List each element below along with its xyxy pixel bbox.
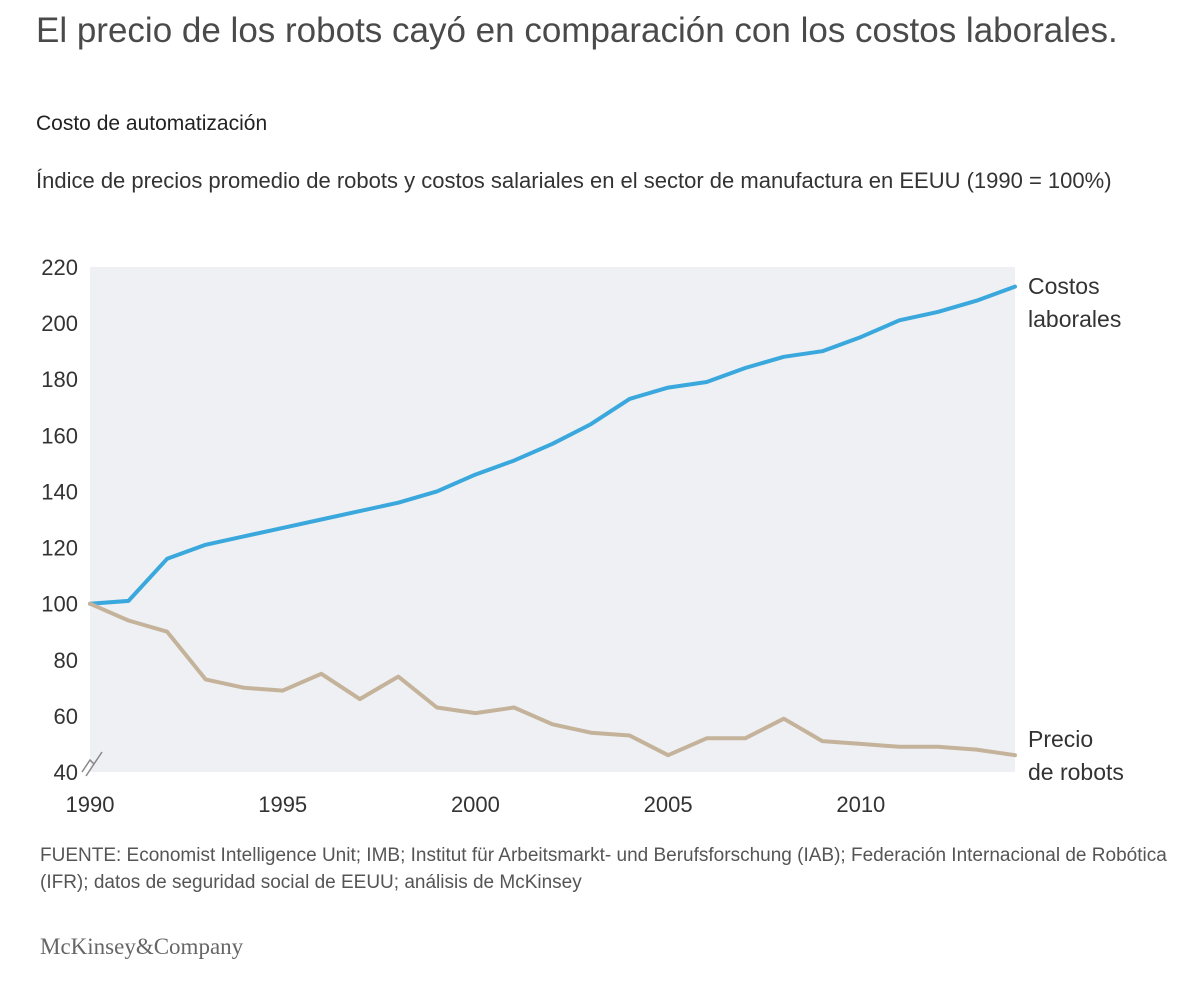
brand-logo: McKinsey&Company — [40, 934, 244, 959]
x-tick-label: 2010 — [836, 792, 885, 817]
axis-break-icon — [81, 751, 103, 777]
x-tick-label: 1990 — [66, 792, 115, 817]
series-label: Precio — [1028, 726, 1093, 752]
plot-area — [90, 267, 1015, 772]
y-tick-label: 200 — [41, 311, 78, 336]
y-tick-label: 60 — [54, 704, 78, 729]
y-tick-label: 220 — [41, 255, 78, 280]
y-axis: 40 60 80 100 120 140 160 180 200 220 — [41, 255, 78, 785]
y-tick-label: 80 — [54, 648, 78, 673]
line-chart: 40 60 80 100 120 140 160 180 200 220 1990 1995 2000… — [41, 255, 1124, 817]
series-label: laborales — [1028, 306, 1121, 332]
x-tick-label: 1995 — [258, 792, 307, 817]
x-tick-label: 2000 — [451, 792, 500, 817]
series-label: de robots — [1028, 759, 1124, 785]
y-tick-label: 160 — [41, 423, 78, 448]
chart-description: Índice de precios promedio de robots y c… — [36, 168, 1112, 193]
series-line-labor-costs — [88, 284, 1017, 606]
y-tick-label: 100 — [41, 592, 78, 617]
chart-title: El precio de los robots cayó en comparac… — [36, 11, 1118, 50]
axis-break-stroke — [85, 763, 95, 777]
series-labels: Costos laborales Precio de robots — [1028, 273, 1124, 785]
y-tick-label: 40 — [54, 760, 78, 785]
y-tick-label: 140 — [41, 479, 78, 504]
chart-subtitle: Costo de automatización — [36, 112, 268, 135]
x-axis: 1990 1995 2000 2005 2010 — [66, 792, 886, 817]
x-tick-label: 2005 — [644, 792, 693, 817]
series-label: Costos — [1028, 273, 1100, 299]
axis-break-stroke — [81, 751, 103, 773]
series-lines — [88, 284, 1017, 758]
y-tick-label: 180 — [41, 367, 78, 392]
y-tick-label: 120 — [41, 536, 78, 561]
source-note: FUENTE: Economist Intelligence Unit; IMB… — [40, 845, 1167, 893]
series-line-robot-price — [88, 601, 1017, 758]
